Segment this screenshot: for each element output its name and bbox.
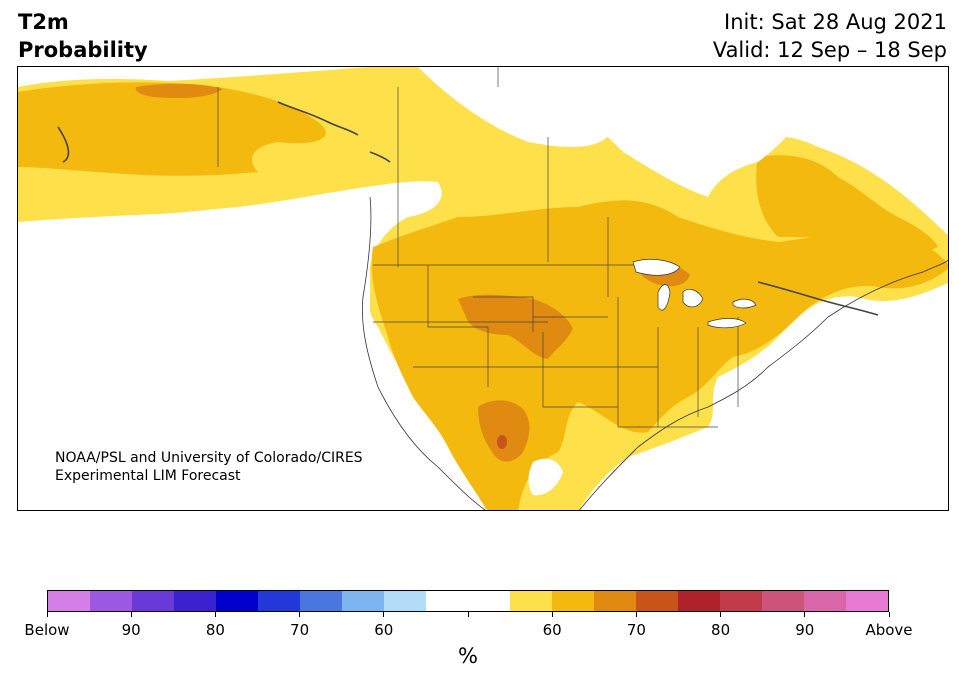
colorbar-segment [48, 591, 90, 611]
colorbar-segment [90, 591, 132, 611]
prob-region-80-90 [497, 435, 507, 449]
prob-region-60-70-east [756, 155, 938, 255]
forecast-dates: Init: Sat 28 Aug 2021 Valid: 12 Sep – 18… [713, 8, 947, 64]
colorbar-tick [130, 612, 132, 617]
colorbar-tick [720, 612, 722, 617]
colorbar-tick-label: 60 [374, 621, 394, 639]
colorbar-tick-label: Below [24, 621, 70, 639]
colorbar-tick [551, 612, 553, 617]
colorbar-tick [467, 612, 469, 617]
colorbar-segment [720, 591, 762, 611]
colorbar-tick [46, 612, 48, 617]
colorbar-segment [174, 591, 216, 611]
colorbar-segment [300, 591, 342, 611]
neutral-region-west [18, 197, 370, 510]
colorbar-tick [214, 612, 216, 617]
colorbar-segment [216, 591, 258, 611]
colorbar-segment [258, 591, 300, 611]
colorbar-unit: % [458, 644, 478, 668]
colorbar-tick-label: 70 [290, 621, 310, 639]
colorbar-tick-label: Above [865, 621, 913, 639]
colorbar-segment [384, 591, 426, 611]
colorbar-tick-label: 90 [121, 621, 141, 639]
neutral-region-hudson [613, 76, 808, 197]
valid-range: Valid: 12 Sep – 18 Sep [712, 38, 947, 62]
state-province-borders [217, 67, 739, 428]
prob-region-70-80-plains [458, 294, 573, 359]
title-variable: T2m [18, 10, 69, 34]
colorbar-tick-label: 70 [626, 621, 646, 639]
colorbar-segment [846, 591, 888, 611]
north-america-map [18, 67, 948, 510]
neutral-region-arctic [418, 67, 613, 147]
coastline [362, 196, 948, 510]
prob-region-70-80-arctic [135, 83, 223, 99]
title-quantity: Probability [18, 38, 148, 62]
colorbar-segment [426, 591, 468, 611]
colorbar-tick-label: 60 [542, 621, 562, 639]
map-title: T2m Probability [18, 8, 148, 64]
colorbar-tick [804, 612, 806, 617]
prob-region-60-70-north [18, 82, 326, 176]
prob-region-70-80-mexico [478, 400, 530, 462]
colorbar-tick-label: 90 [795, 621, 815, 639]
great-lakes [632, 258, 757, 329]
probability-map [17, 66, 949, 511]
neutral-region-mexico [528, 458, 563, 496]
init-date: Init: Sat 28 Aug 2021 [724, 10, 947, 34]
colorbar-segment [636, 591, 678, 611]
rivers [57, 101, 879, 316]
colorbar-tick [888, 612, 890, 617]
colorbar-segment [762, 591, 804, 611]
colorbar-segment [678, 591, 720, 611]
colorbar-segment [468, 591, 510, 611]
forecast-credit: NOAA/PSL and University of Colorado/CIRE… [55, 449, 363, 485]
colorbar-segment [132, 591, 174, 611]
colorbar-tick-label: 80 [205, 621, 225, 639]
colorbar-segment [510, 591, 552, 611]
neutral-region-southeast [716, 371, 770, 419]
colorbar-segment [804, 591, 846, 611]
colorbar-segment [594, 591, 636, 611]
credit-line-1: NOAA/PSL and University of Colorado/CIRE… [55, 450, 363, 466]
colorbar-segment [342, 591, 384, 611]
credit-line-2: Experimental LIM Forecast [55, 468, 241, 484]
colorbar-tick [635, 612, 637, 617]
colorbar-tick-label: 80 [711, 621, 731, 639]
colorbar [47, 590, 889, 612]
colorbar-tick [383, 612, 385, 617]
prob-region-60-70-central [371, 200, 948, 510]
colorbar-tick [299, 612, 301, 617]
colorbar-segment [552, 591, 594, 611]
